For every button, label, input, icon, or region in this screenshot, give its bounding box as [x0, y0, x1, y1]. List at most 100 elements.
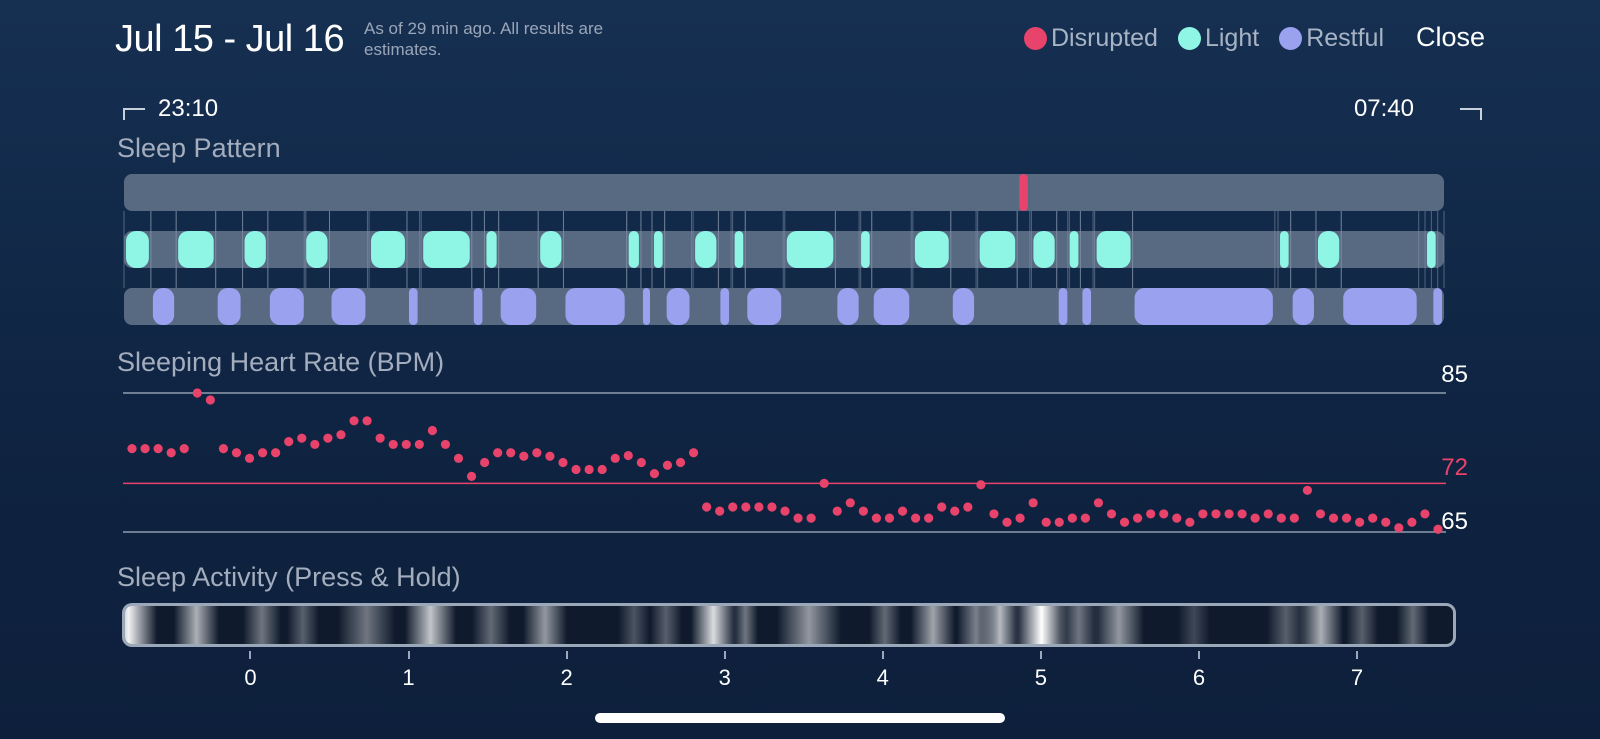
start-bracket-icon	[123, 108, 145, 120]
heart-rate-point	[258, 448, 268, 458]
heart-rate-point	[1341, 513, 1352, 523]
heart-rate-point	[702, 502, 712, 512]
heart-rate-point	[310, 439, 320, 450]
activity-band	[649, 606, 682, 644]
activity-band	[980, 606, 1019, 644]
x-tick	[1197, 651, 1200, 659]
restful-segment	[1343, 288, 1417, 325]
heart-rate-point	[819, 478, 829, 488]
heart-rate-point	[1355, 517, 1365, 527]
heart-rate-point	[741, 502, 751, 512]
heart-rate-point	[1433, 524, 1443, 534]
light-segment	[861, 231, 870, 268]
heart-rate-point	[218, 444, 229, 454]
light-segment	[486, 231, 497, 268]
x-tick-label: 3	[718, 665, 731, 690]
heart-rate-point	[1146, 509, 1156, 519]
legend-restful: Restful	[1279, 24, 1384, 53]
heart-rate-label: Sleeping Heart Rate (BPM)	[117, 347, 445, 377]
heart-rate-point	[453, 453, 464, 463]
heart-rate-point	[754, 502, 764, 512]
restful-segment	[1292, 288, 1314, 325]
heart-rate-point	[937, 502, 947, 512]
light-segment	[306, 231, 328, 268]
activity-band	[777, 606, 841, 644]
activity-band	[691, 606, 736, 644]
heart-rate-point	[1315, 509, 1326, 519]
heart-rate-point	[1302, 485, 1312, 495]
activity-band	[618, 606, 650, 644]
heart-rate-point	[440, 439, 451, 450]
heart-rate-point	[976, 480, 986, 490]
activity-band	[1266, 606, 1306, 644]
heart-rate-point	[1368, 513, 1378, 523]
heart-rate-point	[688, 448, 699, 458]
light-segment	[371, 231, 405, 268]
heart-rate-point	[636, 457, 646, 468]
activity-band	[1093, 606, 1145, 644]
restful-dot-icon	[1279, 27, 1303, 50]
x-tick	[1039, 651, 1042, 659]
close-button[interactable]: Close	[1415, 22, 1485, 52]
light-segment	[734, 231, 744, 268]
sleep-activity-bar[interactable]	[122, 603, 1456, 647]
heart-rate-point	[623, 450, 633, 461]
heart-rate-point	[1420, 509, 1430, 519]
restful-segment	[152, 288, 175, 325]
home-indicator[interactable]	[595, 713, 1005, 723]
heart-rate-point	[675, 457, 686, 468]
legend: Disrupted Light Restful	[1023, 24, 1384, 53]
heart-rate-point	[192, 388, 202, 398]
restful-segment	[500, 288, 537, 325]
disrupted-dot-icon	[1023, 27, 1047, 50]
x-tick-label: 5	[1034, 665, 1047, 690]
restful-segment	[747, 288, 782, 325]
activity-band	[174, 606, 219, 644]
heart-rate-point	[767, 502, 777, 512]
restful-segment	[1134, 288, 1273, 325]
activity-band	[242, 606, 281, 644]
heart-rate-point	[897, 506, 908, 516]
heart-rate-point	[963, 502, 973, 512]
heart-rate-point	[571, 464, 581, 475]
x-tick-label: 7	[1350, 665, 1364, 690]
x-tick	[249, 651, 252, 659]
heart-rate-point	[1381, 517, 1391, 527]
heart-rate-point	[205, 395, 215, 405]
heart-rate-point	[597, 464, 607, 475]
heart-rate-point	[1159, 509, 1169, 519]
light-segment	[244, 231, 266, 268]
legend-disrupted: Disrupted	[1023, 24, 1158, 53]
activity-band	[1397, 606, 1430, 644]
x-tick	[881, 651, 884, 659]
sleep-activity-label: Sleep Activity (Press & Hold)	[117, 562, 461, 592]
activity-band	[1298, 606, 1344, 644]
heart-rate-point	[1002, 517, 1012, 527]
legend-disrupted-label: Disrupted	[1050, 24, 1158, 52]
heart-rate-point	[127, 444, 137, 454]
heart-rate-point	[1106, 509, 1117, 519]
heart-rate-point	[480, 457, 490, 468]
heart-rate-point	[1198, 509, 1208, 519]
heart-rate-point	[362, 416, 372, 426]
activity-band	[1060, 606, 1099, 644]
heart-rate-point	[1172, 513, 1182, 523]
heart-rate-point	[1289, 513, 1299, 523]
legend-light-label: Light	[1204, 24, 1260, 52]
heart-rate-point	[271, 448, 281, 458]
restful-segment	[217, 288, 241, 325]
activity-band	[732, 606, 758, 644]
hr-avg-value: 72	[1441, 454, 1468, 481]
activity-band	[404, 606, 456, 644]
light-segment	[1427, 231, 1436, 268]
activity-band	[287, 606, 320, 644]
light-segment	[178, 231, 214, 268]
heart-rate-point	[519, 451, 529, 461]
heart-rate-point	[336, 430, 346, 440]
heart-rate-point	[1211, 509, 1221, 519]
activity-band	[1177, 606, 1210, 644]
heart-rate-point	[179, 444, 189, 454]
restful-segment	[473, 288, 483, 325]
heart-rate-point	[1276, 513, 1286, 523]
